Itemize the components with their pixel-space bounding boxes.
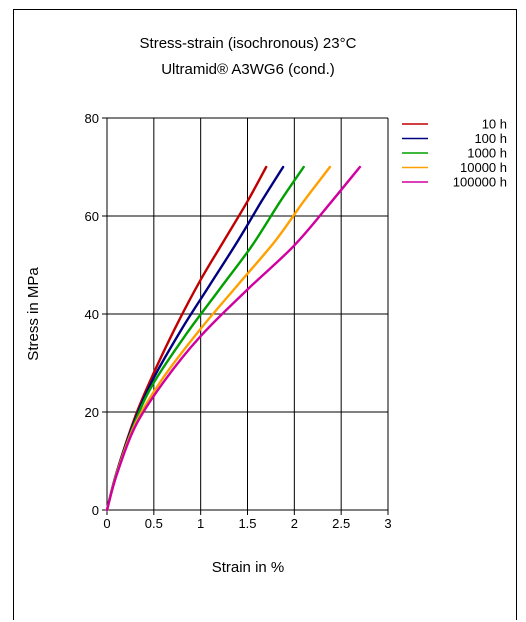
y-axis-label: Stress in MPa — [25, 267, 42, 361]
legend-label: 100 h — [474, 131, 507, 146]
y-tick-labels: 0 20 40 60 80 — [85, 111, 99, 518]
x-tick-label: 1.5 — [238, 516, 256, 531]
series-line-0 — [105, 165, 268, 512]
chart-subtitle: Ultramid® A3WG6 (cond.) — [161, 61, 335, 78]
series-line-2 — [105, 165, 305, 512]
x-tick-label: 1 — [197, 516, 204, 531]
y-tick-label: 40 — [85, 307, 99, 322]
x-tick-label: 2 — [291, 516, 298, 531]
y-tick-label: 0 — [92, 503, 99, 518]
legend-label: 1000 h — [467, 146, 507, 161]
x-tick-labels: 0 0.5 1 1.5 2 2.5 3 — [103, 516, 391, 531]
x-tick-label: 2.5 — [332, 516, 350, 531]
x-axis-label: Strain in % — [212, 559, 285, 576]
x-tick-label: 0.5 — [145, 516, 163, 531]
series-line-1 — [105, 165, 285, 512]
series-line-3 — [105, 165, 332, 512]
x-tick-label: 3 — [384, 516, 391, 531]
chart-title: Stress-strain (isochronous) 23°C — [140, 35, 357, 52]
series-lines — [105, 165, 362, 512]
y-tick-label: 20 — [85, 405, 99, 420]
grid — [102, 117, 389, 515]
y-tick-label: 60 — [85, 209, 99, 224]
legend-label: 10 h — [482, 117, 507, 132]
series-line-4 — [105, 165, 362, 512]
legend-label: 100000 h — [453, 175, 507, 190]
chart-frame — [13, 9, 517, 620]
x-tick-label: 0 — [103, 516, 110, 531]
legend-label: 10000 h — [460, 160, 507, 175]
y-tick-label: 80 — [85, 111, 99, 126]
